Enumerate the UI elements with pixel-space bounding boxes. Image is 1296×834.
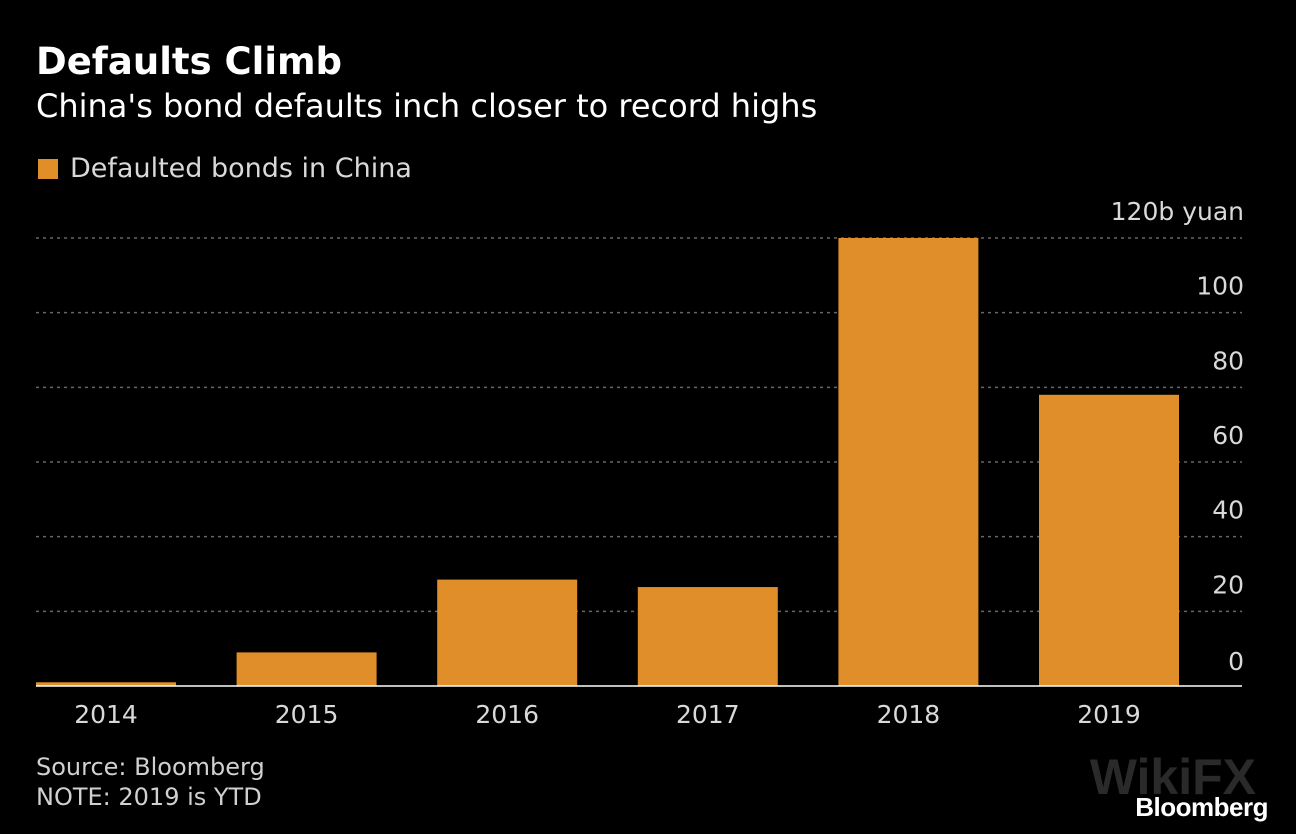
x-tick-label: 2017 — [676, 700, 740, 729]
chart-title: Defaults Climb — [36, 40, 343, 83]
x-tick-label: 2015 — [275, 700, 339, 729]
bar — [637, 587, 778, 686]
bar — [437, 579, 578, 686]
source-note: Source: Bloomberg — [36, 753, 265, 781]
bar — [36, 682, 176, 686]
bar — [236, 652, 377, 686]
y-tick-label: 60 — [1212, 421, 1244, 450]
x-tick-label: 2019 — [1077, 700, 1141, 729]
y-tick-label: 80 — [1212, 346, 1244, 375]
bar-layer — [36, 238, 1179, 686]
x-tick-label: 2018 — [877, 700, 941, 729]
y-tick-label: 20 — [1212, 570, 1244, 599]
legend-swatch — [38, 159, 58, 179]
legend: Defaulted bonds in China — [38, 152, 412, 186]
watermark: WikiFX — [1089, 749, 1256, 805]
axis-layer: 0 20 40 60 80 100 120b yuan 2014 2015 2016 2017 201… — [36, 197, 1244, 729]
legend-label: Defaulted bonds in China — [70, 153, 412, 184]
x-tick-label: 2016 — [475, 700, 539, 729]
y-tick-label: 0 — [1228, 647, 1244, 676]
bar — [1039, 394, 1179, 686]
ytd-note: NOTE: 2019 is YTD — [36, 783, 262, 811]
x-tick-label: 2014 — [74, 700, 138, 729]
y-tick-label: 40 — [1212, 496, 1244, 525]
bloomberg-logo: Bloomberg — [1135, 792, 1268, 822]
chart-subtitle: China's bond defaults inch closer to rec… — [36, 87, 818, 125]
y-tick-label: 100 — [1196, 272, 1244, 301]
y-tick-label: 120b yuan — [1111, 197, 1244, 226]
bar — [838, 238, 979, 686]
